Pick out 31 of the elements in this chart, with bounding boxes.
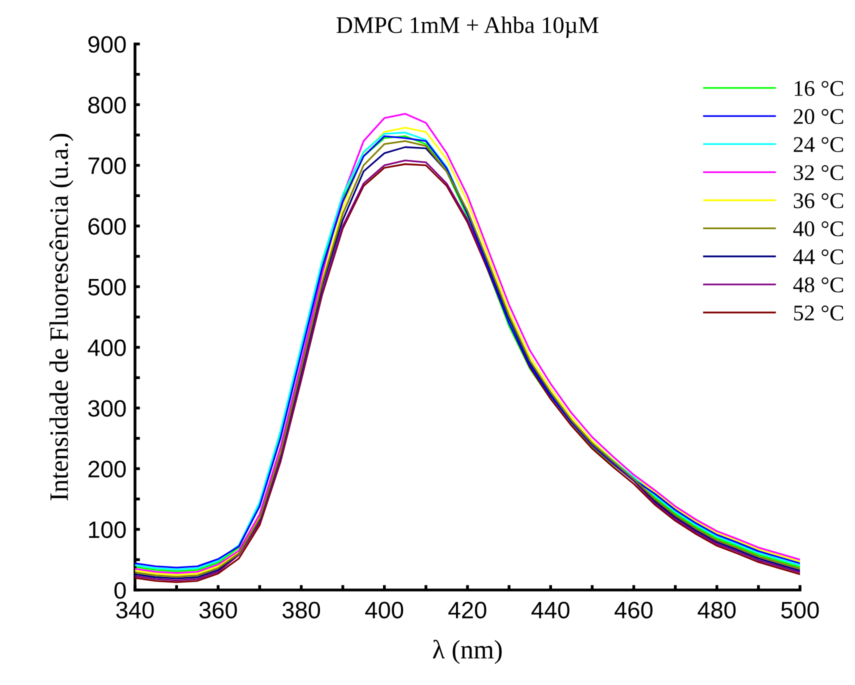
y-axis-title: Intensidade de Fluorescência (u.a.) bbox=[49, 134, 74, 500]
y-tick-label: 400 bbox=[88, 339, 126, 356]
y-tick-label: 0 bbox=[114, 582, 126, 599]
x-axis-title: λ (nm) bbox=[432, 640, 502, 664]
x-tick-label: 340 bbox=[116, 602, 154, 618]
legend-label: 24 °C bbox=[794, 137, 844, 152]
legend-label: 48 °C bbox=[793, 277, 844, 292]
y-tick-label: 700 bbox=[88, 157, 126, 174]
legend-label: 52 °C bbox=[794, 305, 844, 320]
legend-label: 44 °C bbox=[793, 249, 844, 264]
legend-label: 40 °C bbox=[793, 221, 844, 236]
x-tick-label: 420 bbox=[448, 602, 486, 618]
y-tick-label: 200 bbox=[88, 460, 126, 478]
x-tick-label: 440 bbox=[531, 602, 570, 618]
x-tick-label: 380 bbox=[282, 602, 320, 618]
legend-label: 16 °C bbox=[794, 80, 844, 96]
x-tick-label: 460 bbox=[614, 602, 653, 618]
y-tick-label: 600 bbox=[88, 218, 126, 235]
y-tick-label: 300 bbox=[88, 400, 126, 417]
legend-label: 36 °C bbox=[794, 193, 844, 208]
y-tick-label: 900 bbox=[88, 36, 126, 53]
legend-label: 20 °C bbox=[794, 109, 844, 124]
chart-title: DMPC 1mM + Ahba 10µM bbox=[336, 16, 598, 38]
legend-label: 32 °C bbox=[794, 165, 844, 180]
y-tick-label: 100 bbox=[89, 521, 126, 538]
x-tick-label: 400 bbox=[365, 602, 404, 618]
y-tick-label: 500 bbox=[88, 278, 126, 296]
x-tick-label: 360 bbox=[199, 602, 237, 618]
x-tick-label: 500 bbox=[781, 602, 819, 618]
y-tick-label: 800 bbox=[88, 96, 126, 114]
x-tick-label: 480 bbox=[698, 602, 736, 618]
